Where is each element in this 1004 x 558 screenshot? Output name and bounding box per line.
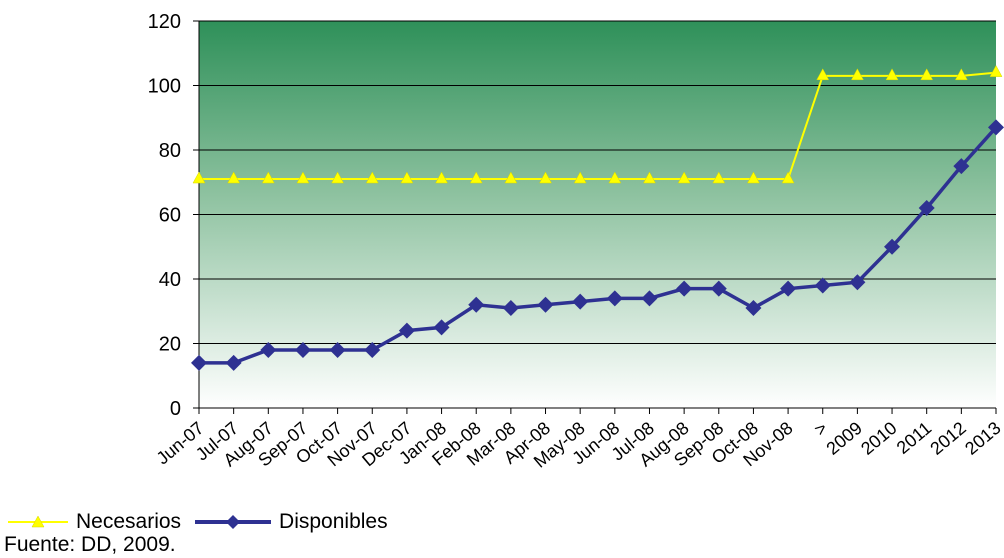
necesarios-point bbox=[954, 68, 968, 81]
necesarios-point bbox=[850, 68, 864, 81]
disponibles-point bbox=[329, 341, 346, 358]
necesarios-point bbox=[712, 171, 726, 184]
x-tick-label: 2013 bbox=[961, 418, 1004, 459]
necesarios-point bbox=[608, 171, 622, 184]
necesarios-point bbox=[400, 171, 414, 184]
x-tick-label: 2010 bbox=[857, 418, 901, 459]
y-tick-label: 60 bbox=[159, 205, 181, 227]
necesarios-point bbox=[781, 171, 795, 184]
disponibles-point bbox=[918, 200, 935, 217]
disponibles-point bbox=[745, 300, 762, 317]
disponibles-point bbox=[468, 296, 485, 313]
source-note: Fuente: DD, 2009. bbox=[4, 533, 176, 556]
y-tick-label: 40 bbox=[159, 269, 181, 291]
disponibles-point bbox=[641, 290, 658, 307]
disponibles-point bbox=[398, 322, 415, 339]
disponibles-point bbox=[814, 277, 831, 294]
disponibles-point bbox=[676, 280, 693, 297]
disponibles-point bbox=[225, 354, 242, 371]
disponibles-point bbox=[502, 300, 519, 317]
necesarios-point bbox=[331, 171, 345, 184]
legend-item-necesarios: Necesarios bbox=[8, 510, 181, 534]
diamond-marker-icon bbox=[195, 515, 272, 529]
disponibles-point bbox=[710, 280, 727, 297]
x-tick-label: 2011 bbox=[893, 418, 936, 458]
disponibles-point bbox=[191, 354, 207, 371]
legend-item-disponibles: Disponibles bbox=[195, 510, 388, 534]
necesarios-point bbox=[816, 68, 830, 81]
necesarios-point bbox=[989, 65, 1003, 77]
legend-label-disponibles: Disponibles bbox=[279, 510, 388, 533]
line-chart: 020406080100120Jun-07Jul-07Aug-07Sep-07O… bbox=[148, 11, 1004, 472]
disponibles-point bbox=[260, 341, 277, 358]
x-tick-label: > bbox=[810, 418, 831, 440]
necesarios-point bbox=[192, 171, 206, 184]
disponibles-point bbox=[364, 341, 381, 358]
disponibles-point bbox=[988, 119, 1004, 136]
necesarios-point bbox=[261, 171, 275, 184]
disponibles-point bbox=[780, 280, 797, 297]
necesarios-point bbox=[227, 171, 241, 184]
necesarios-point bbox=[885, 68, 899, 81]
disponibles-point bbox=[572, 293, 589, 310]
legend: Necesarios Disponibles bbox=[8, 508, 402, 536]
disponibles-point bbox=[953, 158, 970, 175]
y-tick-label: 20 bbox=[159, 334, 181, 356]
necesarios-point bbox=[296, 171, 310, 184]
necesarios-point bbox=[920, 68, 934, 81]
triangle-marker-icon bbox=[8, 515, 68, 528]
y-tick-label: 120 bbox=[148, 11, 181, 33]
disponibles-point bbox=[849, 274, 866, 291]
disponibles-point bbox=[433, 319, 450, 336]
necesarios-point bbox=[469, 171, 483, 184]
disponibles-point bbox=[294, 341, 311, 358]
x-tick-label: 2009 bbox=[822, 418, 866, 459]
legend-label-necesarios: Necesarios bbox=[76, 510, 182, 533]
series-line-necesarios bbox=[199, 71, 997, 181]
necesarios-point bbox=[573, 171, 587, 184]
necesarios-point bbox=[747, 171, 760, 184]
necesarios-point bbox=[435, 171, 448, 184]
necesarios-point bbox=[504, 171, 518, 184]
x-tick-label: 2012 bbox=[926, 418, 970, 459]
necesarios-point bbox=[539, 171, 552, 184]
y-tick-label: 80 bbox=[159, 140, 181, 162]
y-tick-label: 100 bbox=[148, 76, 181, 98]
disponibles-point bbox=[606, 290, 623, 307]
y-tick-label: 0 bbox=[170, 398, 181, 420]
necesarios-point bbox=[643, 171, 656, 184]
disponibles-point bbox=[537, 296, 554, 313]
necesarios-point bbox=[677, 171, 691, 184]
disponibles-point bbox=[884, 238, 901, 255]
necesarios-point bbox=[365, 171, 379, 184]
